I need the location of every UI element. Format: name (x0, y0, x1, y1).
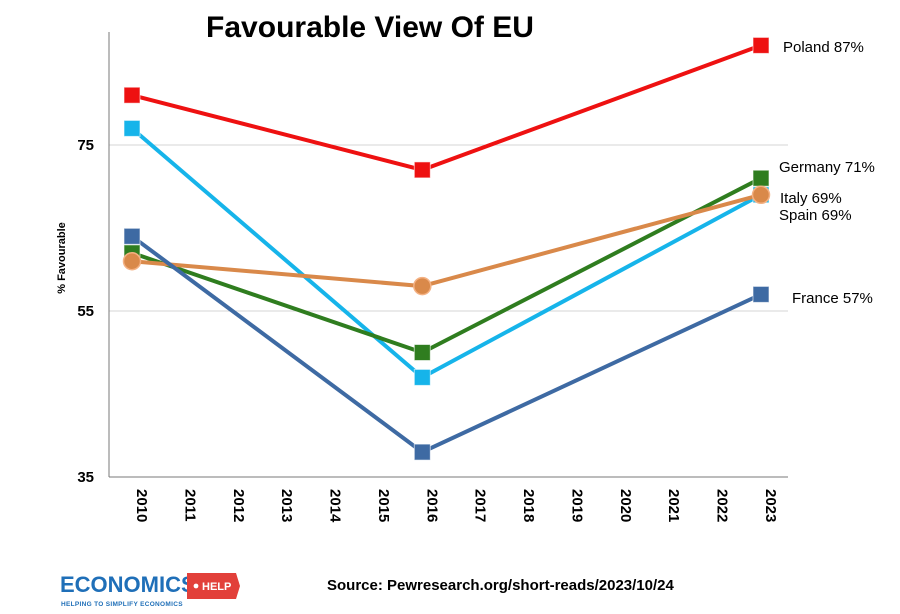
y-tick-label: 35 (77, 469, 94, 486)
chart-title: Favourable View Of EU (206, 11, 534, 44)
source-note: Source: Pewresearch.org/short-reads/2023… (327, 577, 674, 594)
france-end-label: France 57% (792, 290, 873, 307)
x-tick-label: 2012 (230, 489, 247, 522)
germany-point (752, 169, 770, 187)
poland-point (752, 36, 770, 54)
x-tick-label: 2011 (181, 489, 198, 522)
germany-end-label: Germany 71% (779, 159, 875, 176)
germany-point (413, 344, 431, 361)
spain-point (413, 368, 431, 386)
x-tick-label: 2016 (423, 489, 440, 522)
x-tick-label: 2014 (327, 489, 344, 523)
x-ticks: 2010 2011 2012 2013 2014 2015 2016 2017 2018 2019… (133, 489, 779, 523)
italy-point (413, 276, 432, 296)
logo-text: ECONOMICS (60, 572, 196, 597)
logo-help-text: HELP (202, 581, 231, 593)
x-tick-label: 2022 (714, 489, 731, 522)
x-tick-label: 2013 (278, 489, 295, 522)
x-tick-label: 2017 (472, 489, 489, 522)
logo-tag-shape (187, 573, 240, 599)
economics-help-logo: ECONOMICS HELP HELPING TO SIMPLIFY ECONO… (60, 572, 240, 608)
france-point (752, 285, 770, 303)
series-lines (130, 43, 763, 455)
x-tick-label: 2021 (665, 489, 682, 522)
y-tick-label: 55 (77, 303, 94, 320)
france-point (123, 227, 141, 245)
italy-end-label: Italy 69% (780, 190, 842, 207)
italy-point (751, 185, 771, 205)
x-tick-label: 2015 (375, 489, 392, 522)
series-markers (122, 36, 771, 461)
poland-end-label: Poland 87% (783, 39, 864, 56)
spain-end-label: Spain 69% (779, 207, 852, 224)
x-tick-label: 2019 (568, 489, 585, 522)
x-tick-label: 2018 (520, 489, 537, 522)
series-labels: Poland 87% Spain 69% Germany 71% Italy 69% F… (779, 39, 875, 307)
logo-tagline: HELPING TO SIMPLIFY ECONOMICS (61, 601, 183, 608)
x-tick-label: 2010 (133, 489, 150, 522)
gridlines (109, 144, 788, 312)
y-axis-label: % Favourable (56, 222, 68, 294)
poland-line (130, 43, 763, 172)
germany-line (130, 176, 763, 355)
poland-point (413, 161, 431, 179)
spain-point (123, 119, 141, 137)
x-tick-label: 2020 (617, 489, 634, 522)
italy-point (122, 251, 142, 271)
france-point (413, 443, 431, 461)
logo-tag-hole (193, 583, 199, 589)
x-tick-label: 2023 (762, 489, 779, 522)
axes (108, 32, 788, 478)
y-ticks: 35 55 75 (77, 137, 94, 486)
poland-point (123, 86, 141, 104)
y-tick-label: 75 (77, 137, 94, 154)
